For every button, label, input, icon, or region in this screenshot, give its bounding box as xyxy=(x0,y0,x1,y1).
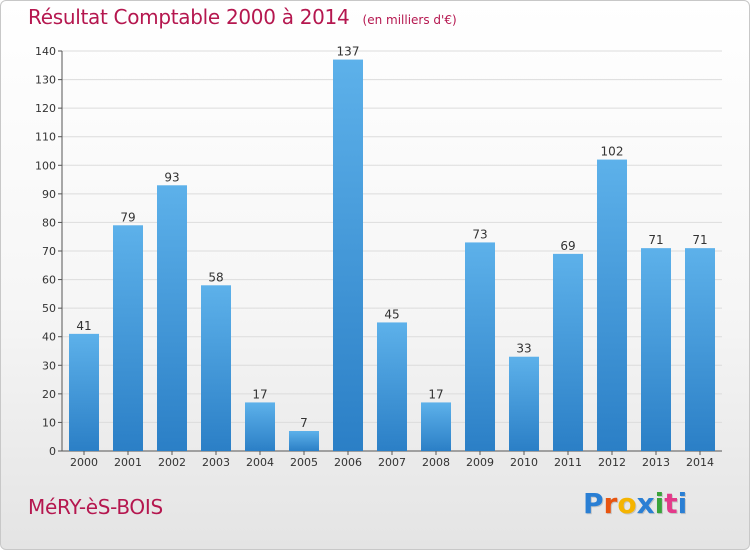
bar xyxy=(377,322,407,451)
data-label: 69 xyxy=(560,239,575,253)
y-tick-label: 70 xyxy=(42,245,56,258)
logo-letter: t xyxy=(664,487,678,520)
y-tick-label: 40 xyxy=(42,331,56,344)
logo-letter: P xyxy=(583,487,604,520)
bar xyxy=(157,185,187,452)
bar xyxy=(597,159,627,452)
x-tick-label: 2009 xyxy=(466,456,494,469)
data-label: 17 xyxy=(252,387,267,401)
bar xyxy=(289,431,319,451)
bar xyxy=(553,253,583,451)
x-tick-label: 2013 xyxy=(642,456,670,469)
data-label: 137 xyxy=(337,45,360,59)
x-tick-label: 2008 xyxy=(422,456,450,469)
logo-letter: i xyxy=(654,487,665,520)
x-tick-label: 2011 xyxy=(554,456,582,469)
x-tick-label: 2001 xyxy=(114,456,142,469)
data-label: 33 xyxy=(516,342,531,356)
y-tick-label: 50 xyxy=(42,302,56,315)
data-label: 41 xyxy=(76,319,91,333)
bar xyxy=(509,356,539,451)
logo-letter: x xyxy=(636,487,655,520)
bar xyxy=(245,402,275,451)
logo-letter: o xyxy=(617,487,637,520)
x-tick-label: 2004 xyxy=(246,456,274,469)
chart-unit: (en milliers d'€) xyxy=(362,13,457,27)
x-tick-label: 2003 xyxy=(202,456,230,469)
x-tick-label: 2002 xyxy=(158,456,186,469)
bar xyxy=(333,59,363,451)
y-tick-label: 100 xyxy=(35,159,56,172)
bar xyxy=(465,242,495,451)
data-label: 58 xyxy=(208,270,223,284)
data-label: 79 xyxy=(120,210,135,224)
data-label: 45 xyxy=(384,307,399,321)
x-tick-label: 2010 xyxy=(510,456,538,469)
commune-name: MéRY-èS-BOIS xyxy=(28,495,163,519)
y-tick-label: 80 xyxy=(42,216,56,229)
data-label: 71 xyxy=(648,233,663,247)
bar xyxy=(113,225,143,451)
x-tick-label: 2012 xyxy=(598,456,626,469)
logo-letter: i xyxy=(677,487,688,520)
y-tick-label: 0 xyxy=(49,445,56,458)
y-tick-label: 130 xyxy=(35,74,56,87)
logo-letter: r xyxy=(603,487,618,520)
data-label: 7 xyxy=(300,416,308,430)
bar xyxy=(421,402,451,451)
y-tick-label: 90 xyxy=(42,188,56,201)
y-tick-label: 20 xyxy=(42,388,56,401)
chart-title-row: Résultat Comptable 2000 à 2014 (en milli… xyxy=(28,5,457,29)
bar xyxy=(685,248,715,451)
data-label: 71 xyxy=(692,233,707,247)
x-tick-label: 2006 xyxy=(334,456,362,469)
x-tick-label: 2007 xyxy=(378,456,406,469)
bar xyxy=(201,285,231,451)
x-tick-label: 2000 xyxy=(70,456,98,469)
bar xyxy=(69,333,99,451)
y-tick-label: 120 xyxy=(35,102,56,115)
data-label: 73 xyxy=(472,227,487,241)
bars xyxy=(69,59,715,452)
chart-title: Résultat Comptable 2000 à 2014 xyxy=(28,5,350,29)
y-tick-label: 30 xyxy=(42,359,56,372)
y-tick-label: 60 xyxy=(42,274,56,287)
data-label: 17 xyxy=(428,387,443,401)
x-tick-label: 2014 xyxy=(686,456,714,469)
bar xyxy=(641,248,671,451)
data-label: 102 xyxy=(601,145,624,159)
labels: 0 10 20 30 40 50 60 70 80 90 100 110 120 130 140 2000 41… xyxy=(35,45,714,469)
y-tick-label: 140 xyxy=(35,45,56,58)
y-tick-label: 10 xyxy=(42,416,56,429)
data-label: 93 xyxy=(164,170,179,184)
x-tick-label: 2005 xyxy=(290,456,318,469)
proxiti-logo: Proxiti xyxy=(583,487,687,520)
y-tick-label: 110 xyxy=(35,131,56,144)
